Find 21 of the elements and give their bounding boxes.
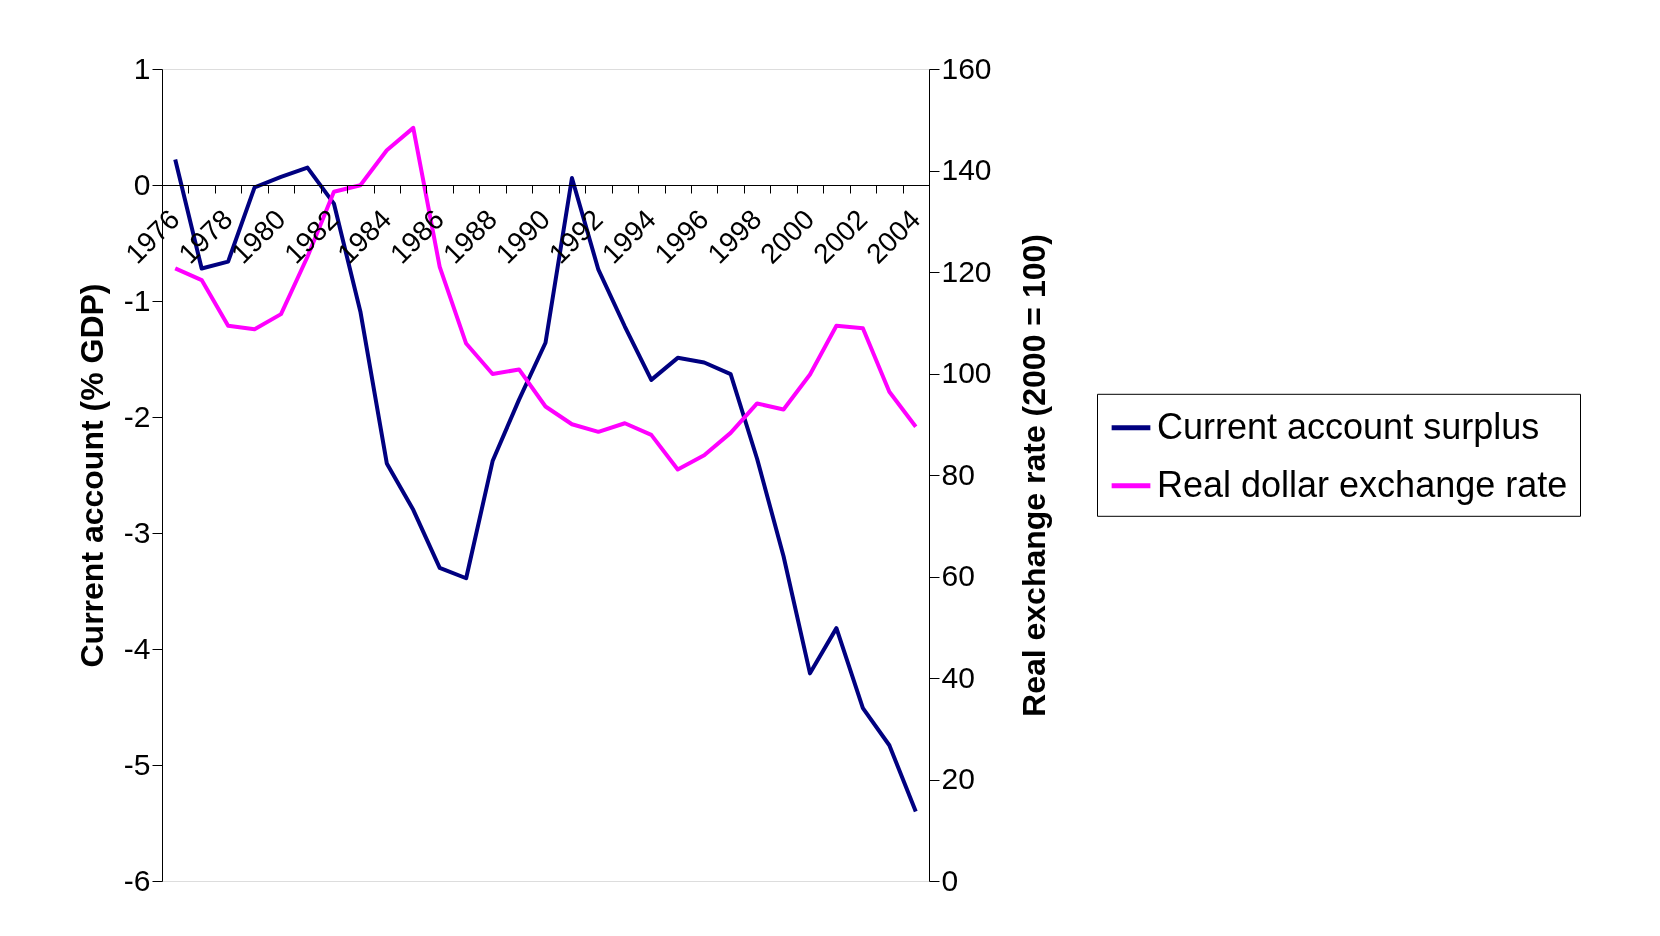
y-tick-label: 1 <box>133 51 151 85</box>
y-tick-label: -4 <box>123 631 151 665</box>
y-tick-label: -3 <box>123 515 151 549</box>
y-tick-label: -6 <box>123 863 151 897</box>
y-tick-label: -1 <box>123 283 151 317</box>
y-tick-label: -5 <box>123 747 151 781</box>
y2-tick-label: 160 <box>941 51 992 85</box>
y2-tick-label: 140 <box>941 153 992 186</box>
y2-tick-label: 40 <box>941 660 975 694</box>
y2-axis-title: Real exchange rate (2000 = 100) <box>1015 234 1052 717</box>
y2-tick-label: 60 <box>941 559 975 592</box>
y2-tick-label: 20 <box>941 762 975 795</box>
y-tick-label: 0 <box>133 167 151 201</box>
legend-label: Real dollar exchange rate <box>1157 463 1568 505</box>
y-axis-title: Current account (% GDP) <box>73 283 110 668</box>
y-tick-label: -2 <box>123 399 151 433</box>
y2-tick-label: 0 <box>941 863 959 897</box>
y2-tick-label: 80 <box>941 457 975 491</box>
y2-tick-label: 100 <box>941 356 992 389</box>
y2-tick-label: 120 <box>941 254 992 288</box>
legend-label: Current account surplus <box>1157 405 1540 447</box>
